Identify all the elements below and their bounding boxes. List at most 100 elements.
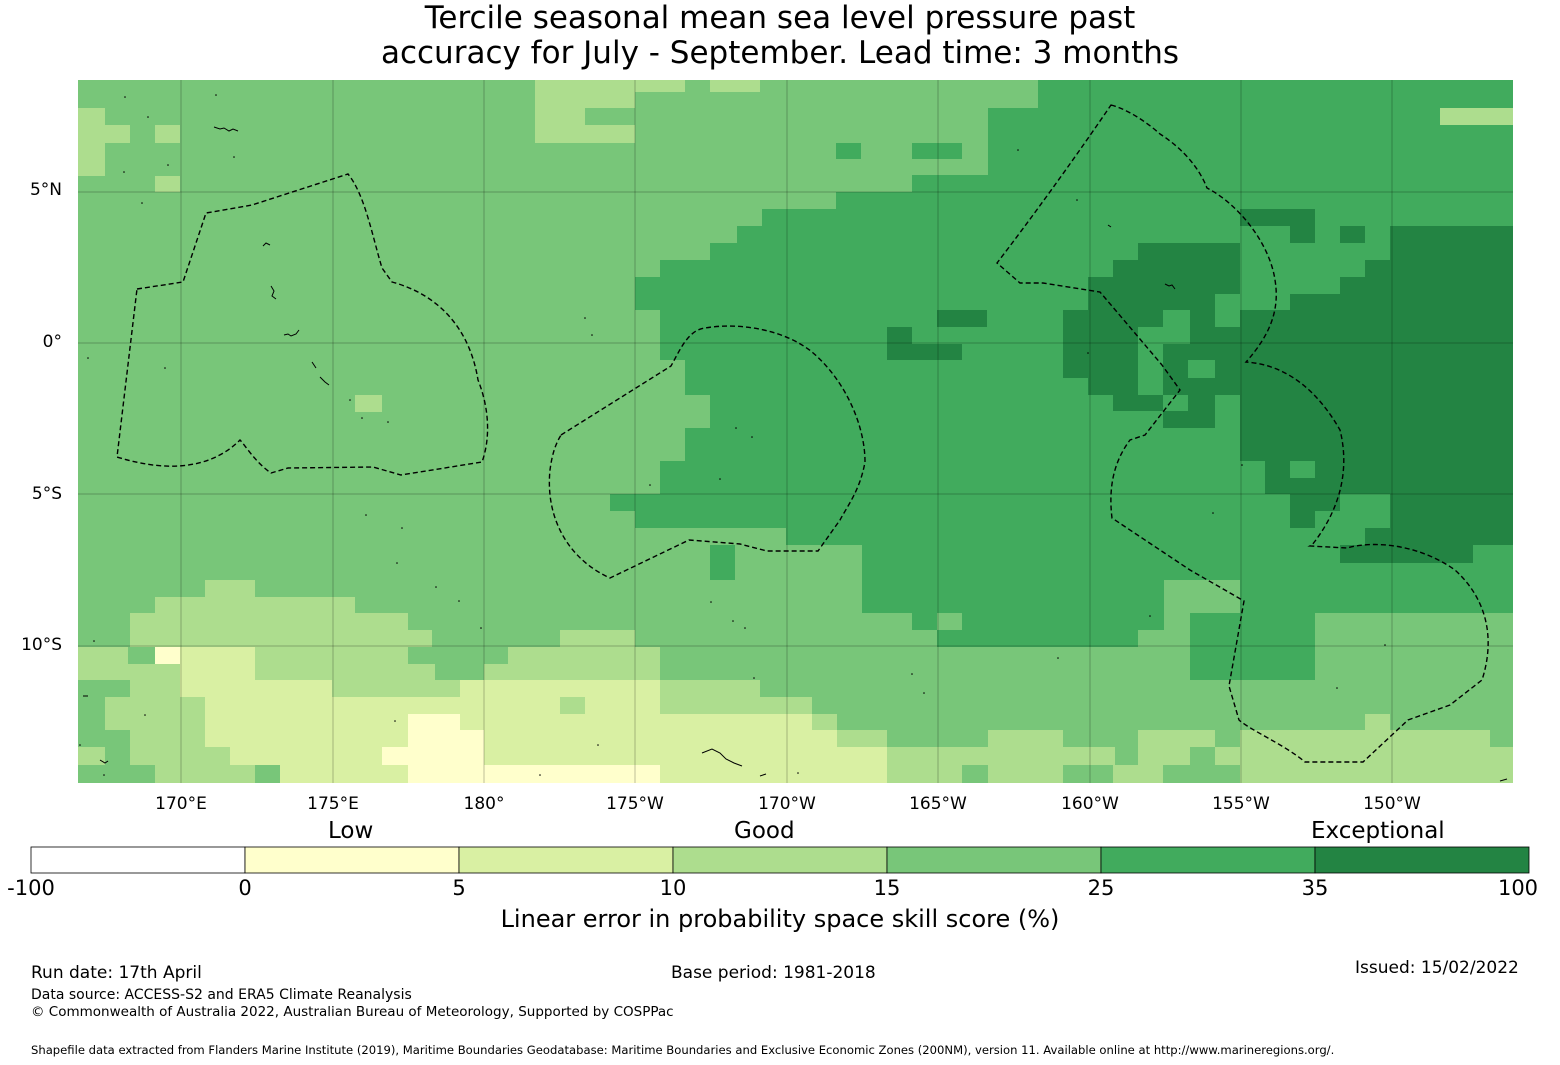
patch <box>130 613 408 630</box>
patch <box>660 680 760 697</box>
island-outline <box>311 361 317 369</box>
patch <box>912 143 962 159</box>
patch <box>1063 360 1138 378</box>
island-dot <box>79 744 81 746</box>
colorbar-tick: 35 <box>1301 876 1329 900</box>
patch <box>836 192 1513 209</box>
island-outline <box>262 242 271 247</box>
island-dot <box>215 94 217 96</box>
chart-title-line-2: accuracy for July - September. Lead time… <box>380 35 1180 71</box>
data-source: Data source: ACCESS-S2 and ERA5 Climate … <box>31 987 412 1003</box>
patch <box>230 747 887 765</box>
island-dot <box>735 427 737 429</box>
patch <box>786 528 1513 545</box>
patch <box>937 630 1138 647</box>
lon-label-150w: 150°W <box>1363 794 1421 814</box>
colorbar-swatch-25-35 <box>1100 846 1316 874</box>
island-dot <box>732 620 734 622</box>
patch <box>1163 344 1513 360</box>
patch <box>988 108 1440 125</box>
copyright: © Commonwealth of Australia 2022, Austra… <box>31 1004 674 1020</box>
eez-boundary-line-islands <box>996 104 1489 763</box>
patch <box>1240 411 1513 428</box>
small-islands <box>79 94 1386 776</box>
patch <box>1340 277 1513 294</box>
lighter-region-south <box>78 580 1513 783</box>
island-dot <box>394 720 396 722</box>
patch <box>1088 294 1215 310</box>
patch <box>912 175 1513 193</box>
patch <box>887 327 912 344</box>
patch <box>1365 260 1513 277</box>
patch <box>585 697 660 714</box>
patch <box>988 125 1513 175</box>
colorbar-tick: 100 <box>1497 876 1539 900</box>
patch <box>1190 647 1315 680</box>
island-dot <box>797 772 799 774</box>
island-dot <box>396 562 398 564</box>
patch <box>1163 378 1513 395</box>
island-dot <box>480 627 482 629</box>
patch <box>1113 395 1163 411</box>
colorbar-swatch-10-15 <box>672 846 888 874</box>
island-dot <box>349 399 351 401</box>
patch <box>1188 395 1215 411</box>
patch <box>1390 494 1513 511</box>
island-dot <box>539 774 541 776</box>
island-dot <box>584 317 586 319</box>
island-dot <box>1017 149 1019 151</box>
patch <box>1063 310 1163 327</box>
colorbar-swatch-neg100-0 <box>30 846 246 874</box>
patch <box>105 125 130 143</box>
patch <box>508 647 660 664</box>
patch <box>1240 765 1513 783</box>
colorbar-tick: -100 <box>7 876 55 900</box>
colorbar-category-low: Low <box>328 818 374 844</box>
eez-boundaries <box>116 104 1489 763</box>
colorbar-tick: 25 <box>1087 876 1115 900</box>
colorbar-swatch-0-5 <box>244 846 460 874</box>
island-outline <box>1499 778 1508 782</box>
patch <box>105 714 205 730</box>
patch <box>836 143 861 159</box>
patch <box>560 630 635 647</box>
colorbar-tick: 5 <box>452 876 466 900</box>
island-outline <box>270 285 277 300</box>
island-dot <box>597 744 599 746</box>
island-outline <box>701 748 743 767</box>
patch <box>155 597 355 613</box>
patch <box>660 697 812 714</box>
patch <box>710 545 735 580</box>
patch <box>1163 360 1188 378</box>
colorbar-swatch-5-10 <box>458 846 674 874</box>
patch <box>155 647 180 664</box>
patch <box>155 765 255 783</box>
island-dot <box>93 640 95 642</box>
lon-label-160w: 160°W <box>1061 794 1119 814</box>
very-low-skill-region <box>155 647 660 783</box>
island-dot <box>361 417 363 419</box>
patch <box>812 714 837 730</box>
patch <box>155 176 180 192</box>
patch <box>937 310 987 327</box>
chart-title-line-1: Tercile seasonal mean sea level pressure… <box>424 0 1136 36</box>
patch <box>1215 747 1513 765</box>
colorbar-swatch-15-25 <box>886 846 1102 874</box>
island-dot <box>744 627 746 629</box>
colorbar-category-exceptional: Exceptional <box>1311 818 1445 844</box>
patch <box>887 747 1115 765</box>
patch <box>382 747 484 765</box>
patch <box>887 765 962 783</box>
gridlines <box>78 80 1513 783</box>
lon-label-170e: 170°E <box>155 794 207 814</box>
island-outline <box>283 329 300 337</box>
island-dot <box>1057 657 1059 659</box>
run-date: Run date: 17th April <box>31 963 202 983</box>
patch <box>1088 277 1240 294</box>
colorbar-tick: 10 <box>659 876 687 900</box>
patch <box>1138 747 1190 765</box>
island-dot <box>1241 464 1243 466</box>
patch <box>1113 765 1163 783</box>
patch <box>130 630 432 647</box>
patch <box>460 680 660 697</box>
